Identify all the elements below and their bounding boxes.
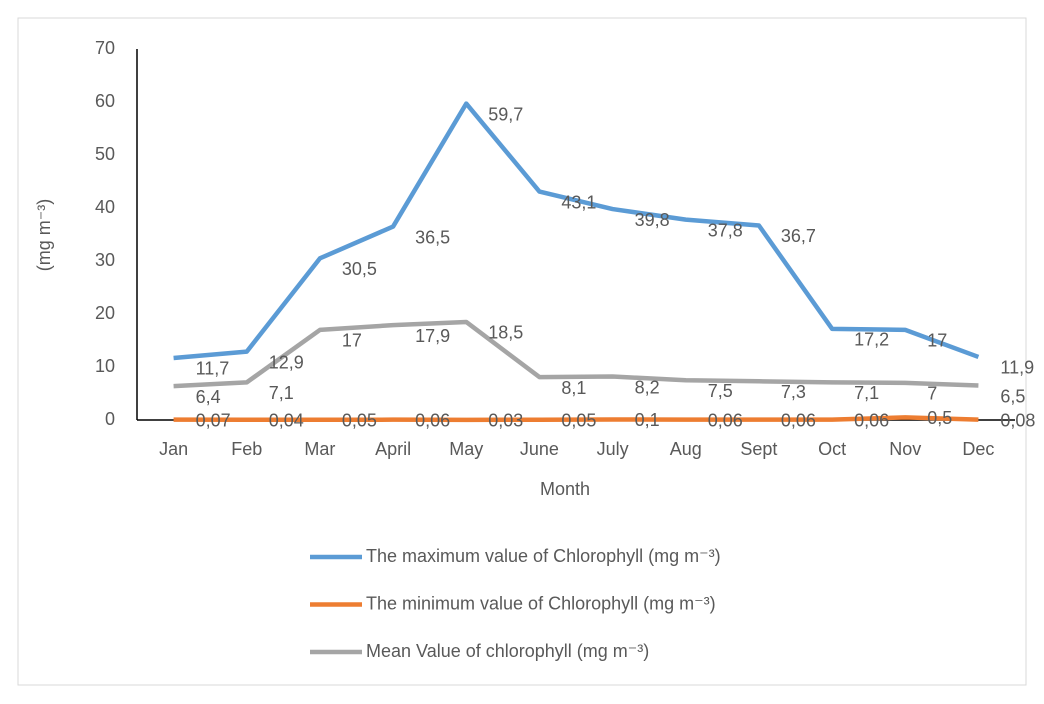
legend-label: The maximum value of Chlorophyll (mg m⁻³… <box>366 546 721 566</box>
data-label: 0,05 <box>561 410 596 430</box>
chart-border <box>17 17 1027 686</box>
data-label: 43,1 <box>561 192 596 212</box>
data-label: 8,2 <box>635 377 660 397</box>
x-tick-label: Oct <box>818 439 846 459</box>
x-tick-label: May <box>449 439 483 459</box>
data-label: 37,8 <box>708 220 743 240</box>
x-tick-label: Mar <box>304 439 335 459</box>
data-label: 0,05 <box>342 410 377 430</box>
data-label: 0,07 <box>196 410 231 430</box>
data-label: 0,08 <box>1000 410 1035 430</box>
data-label: 18,5 <box>488 323 523 343</box>
data-label: 7,1 <box>269 383 294 403</box>
series-line <box>173 101 980 361</box>
series-line <box>173 415 979 423</box>
data-label: 0,1 <box>635 410 660 430</box>
y-tick-label: 20 <box>95 303 115 323</box>
data-label: 39,8 <box>635 210 670 230</box>
data-label: 12,9 <box>269 352 304 372</box>
data-label: 0,06 <box>708 410 743 430</box>
y-tick-label: 60 <box>95 91 115 111</box>
x-axis-title: Month <box>540 479 590 499</box>
data-label: 7,1 <box>854 383 879 403</box>
y-tick-label: 10 <box>95 356 115 376</box>
data-label: 7 <box>927 384 937 404</box>
data-label: 59,7 <box>488 104 523 124</box>
legend-label: The minimum value of Chlorophyll (mg m⁻³… <box>366 593 716 613</box>
data-label: 11,9 <box>1000 358 1034 378</box>
series-line <box>173 319 979 389</box>
x-tick-label: Sept <box>740 439 777 459</box>
data-label: 0,03 <box>488 411 523 431</box>
data-label: 30,5 <box>342 259 377 279</box>
data-label: 36,5 <box>415 227 450 247</box>
data-label: 0,06 <box>415 410 450 430</box>
x-tick-label: Feb <box>231 439 262 459</box>
data-label: 6,4 <box>196 387 221 407</box>
data-label: 6,5 <box>1000 386 1025 406</box>
data-label: 0,04 <box>269 411 304 431</box>
data-label: 7,5 <box>708 381 733 401</box>
x-tick-label: July <box>597 439 629 459</box>
data-label: 17,9 <box>415 326 450 346</box>
y-axis-title: (mg m⁻³) <box>34 199 54 271</box>
x-tick-label: April <box>375 439 411 459</box>
x-tick-label: Aug <box>670 439 702 459</box>
data-label: 0,06 <box>781 410 816 430</box>
x-tick-label: June <box>520 439 559 459</box>
x-tick-label: Jan <box>159 439 188 459</box>
data-label: 17 <box>342 331 362 351</box>
data-label: 0,5 <box>927 408 952 428</box>
data-label: 17,2 <box>854 330 889 350</box>
data-label: 8,1 <box>561 378 586 398</box>
x-tick-label: Nov <box>889 439 921 459</box>
y-tick-label: 30 <box>95 250 115 270</box>
y-tick-label: 70 <box>95 38 115 58</box>
data-label: 0,06 <box>854 410 889 430</box>
legend-label: Mean Value of chlorophyll (mg m⁻³) <box>366 641 649 661</box>
y-tick-label: 0 <box>105 409 115 429</box>
x-tick-label: Dec <box>962 439 994 459</box>
data-label: 11,7 <box>196 359 230 379</box>
data-label: 7,3 <box>781 382 806 402</box>
data-label: 17 <box>927 331 947 351</box>
y-tick-label: 40 <box>95 197 115 217</box>
data-label: 36,7 <box>781 226 816 246</box>
y-tick-label: 50 <box>95 144 115 164</box>
